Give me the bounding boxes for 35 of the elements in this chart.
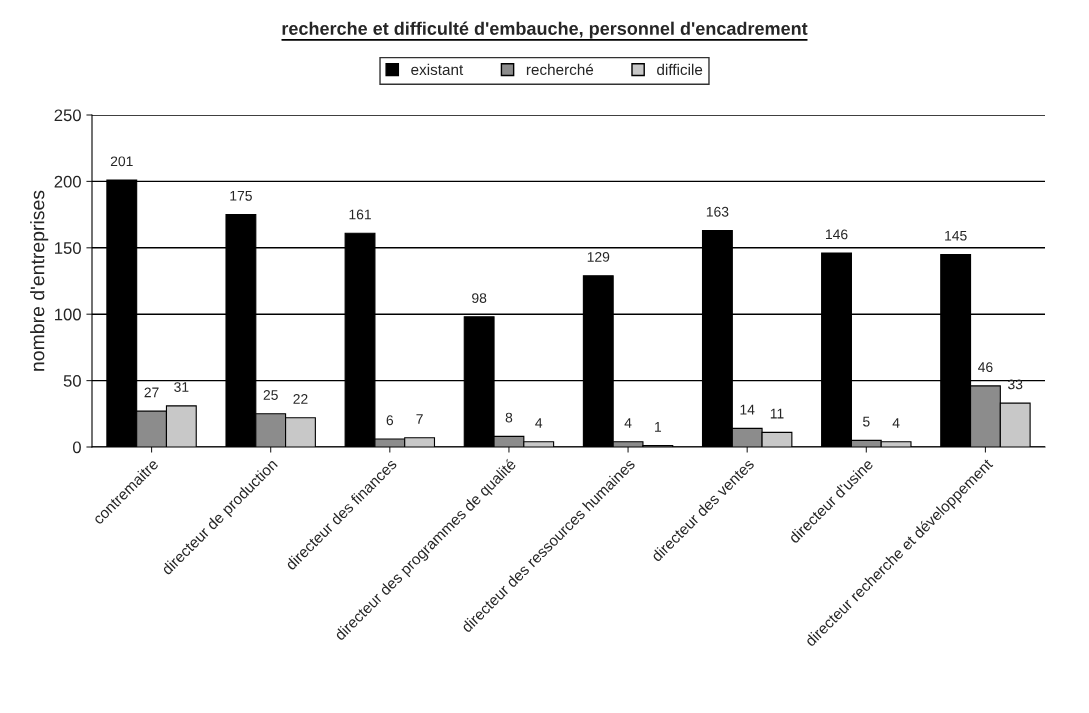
data-label: 145 xyxy=(945,230,967,241)
data-label: 14 xyxy=(740,404,755,415)
data-label: 161 xyxy=(349,209,371,220)
data-label: 98 xyxy=(472,293,487,303)
legend-label: difficile xyxy=(657,63,703,76)
data-label: 22 xyxy=(293,394,308,404)
legend-label: recherché xyxy=(526,63,594,76)
data-label: 8 xyxy=(505,412,513,423)
data-label: 31 xyxy=(174,382,189,392)
data-label: 4 xyxy=(624,418,632,428)
y-tick-label: 100 xyxy=(55,308,81,321)
data-label: 1 xyxy=(655,422,662,432)
data-label: 129 xyxy=(587,252,610,262)
data-label: 201 xyxy=(110,156,133,167)
data-label: 46 xyxy=(978,362,993,373)
y-tick-label: 200 xyxy=(54,175,81,188)
data-label: 27 xyxy=(144,387,159,398)
data-label: 25 xyxy=(263,390,278,400)
data-label: 175 xyxy=(230,191,252,201)
y-tick-label: 150 xyxy=(55,242,81,254)
data-label: 4 xyxy=(892,418,900,428)
legend-label: existant xyxy=(411,63,464,76)
data-label: 33 xyxy=(1008,379,1023,390)
y-tick-label: 250 xyxy=(54,109,81,122)
data-label: 6 xyxy=(386,415,394,426)
chart-title: recherche et difficulté d'embauche, personnel d'encadrement xyxy=(282,21,808,39)
data-label: 163 xyxy=(706,206,729,217)
y-tick-label: 0 xyxy=(72,441,81,454)
data-label: 5 xyxy=(863,416,870,427)
data-label: 11 xyxy=(770,408,784,419)
data-label: 7 xyxy=(416,414,423,424)
y-tick-label: 50 xyxy=(63,375,81,387)
data-label: 4 xyxy=(535,418,543,428)
y-axis-title: nombre d'entreprises xyxy=(30,190,49,371)
data-label: 146 xyxy=(826,229,848,240)
